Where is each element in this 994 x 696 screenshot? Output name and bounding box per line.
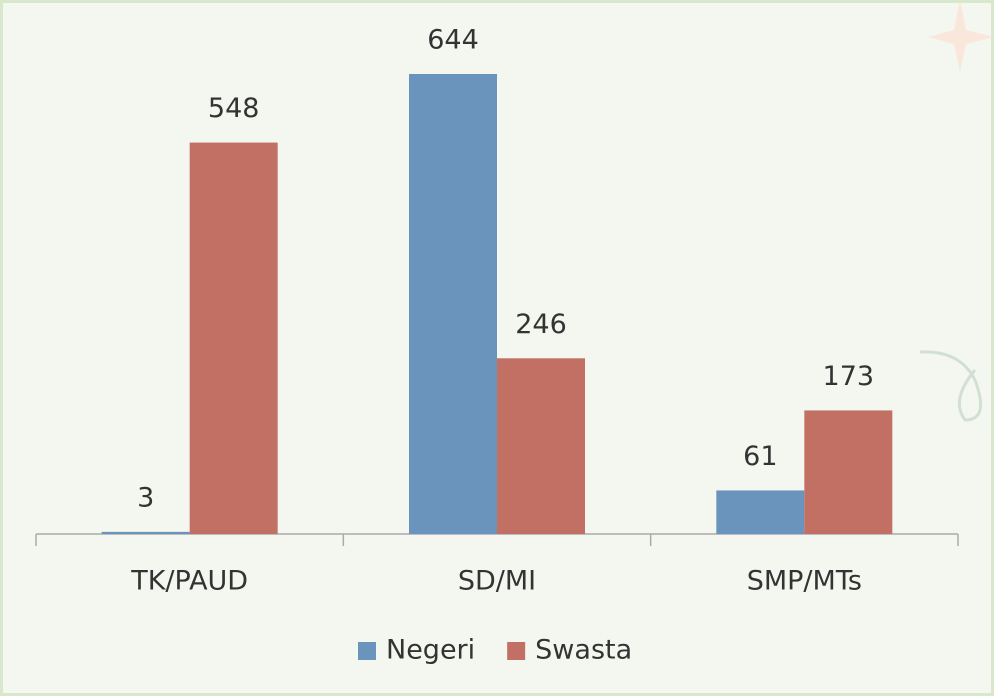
- value-label: 173: [823, 361, 875, 392]
- bar: [497, 358, 585, 534]
- chart: TK/PAUD 3 548 SD/MI 644 246 SMP/MTs 61 173 Negeri…: [0, 0, 994, 696]
- value-label: 3: [137, 482, 154, 513]
- x-tick-label: SMP/MTs: [747, 566, 862, 597]
- bar: [190, 143, 278, 534]
- bar: [716, 490, 804, 534]
- bar: [102, 532, 190, 534]
- legend-swatch: [358, 642, 376, 660]
- bar: [409, 74, 497, 534]
- x-tick-label: TK/PAUD: [130, 566, 248, 597]
- legend-label: Swasta: [535, 635, 632, 666]
- legend-swatch: [507, 642, 525, 660]
- legend-label: Negeri: [386, 635, 475, 666]
- value-label: 61: [743, 441, 777, 472]
- bar: [804, 410, 892, 534]
- x-tick-label: SD/MI: [458, 566, 536, 597]
- value-label: 644: [427, 25, 479, 56]
- value-label: 548: [208, 93, 260, 124]
- value-label: 246: [515, 309, 567, 340]
